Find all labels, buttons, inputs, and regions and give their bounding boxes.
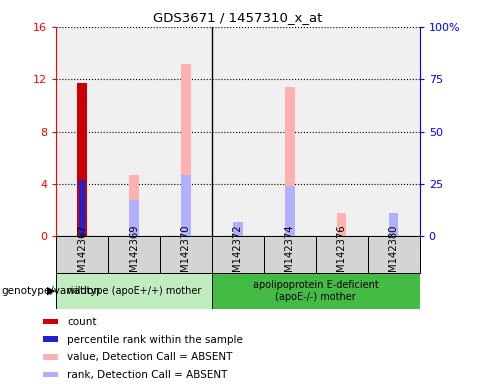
Text: value, Detection Call = ABSENT: value, Detection Call = ABSENT [67,353,232,362]
Bar [233,222,243,236]
Bar [43,336,59,342]
Text: ▶: ▶ [47,286,56,296]
Text: wildtype (apoE+/+) mother: wildtype (apoE+/+) mother [67,286,201,296]
Bar [43,319,59,324]
Bar [56,236,108,273]
Bar [43,372,59,377]
Bar [233,222,243,236]
Bar [181,175,191,236]
Bar [389,213,398,236]
Bar [285,187,295,236]
Bar [389,219,398,236]
Text: GSM142376: GSM142376 [337,224,347,285]
Text: GSM142369: GSM142369 [129,224,139,285]
Text: GSM142370: GSM142370 [181,224,191,285]
Bar [181,63,191,236]
Text: GSM142367: GSM142367 [77,224,87,285]
Bar [212,273,420,309]
Bar [79,180,85,236]
Text: count: count [67,317,97,327]
Text: apolipoprotein E-deficient
(apoE-/-) mother: apolipoprotein E-deficient (apoE-/-) mot… [253,280,379,302]
Title: GDS3671 / 1457310_x_at: GDS3671 / 1457310_x_at [153,11,323,24]
Text: genotype/variation: genotype/variation [1,286,100,296]
Bar [56,273,212,309]
Bar [78,83,87,236]
Bar [316,236,368,273]
Bar [212,236,264,273]
Text: GSM142380: GSM142380 [389,224,399,285]
Bar [368,236,420,273]
Bar [108,236,160,273]
Bar [264,236,316,273]
Bar [285,87,295,236]
Text: GSM142374: GSM142374 [285,224,295,285]
Bar [129,175,139,236]
Text: rank, Detection Call = ABSENT: rank, Detection Call = ABSENT [67,370,227,380]
Text: GSM142372: GSM142372 [233,224,243,285]
Text: percentile rank within the sample: percentile rank within the sample [67,334,243,344]
Bar [129,200,139,236]
Bar [43,354,59,359]
Bar [160,236,212,273]
Bar [337,213,346,236]
